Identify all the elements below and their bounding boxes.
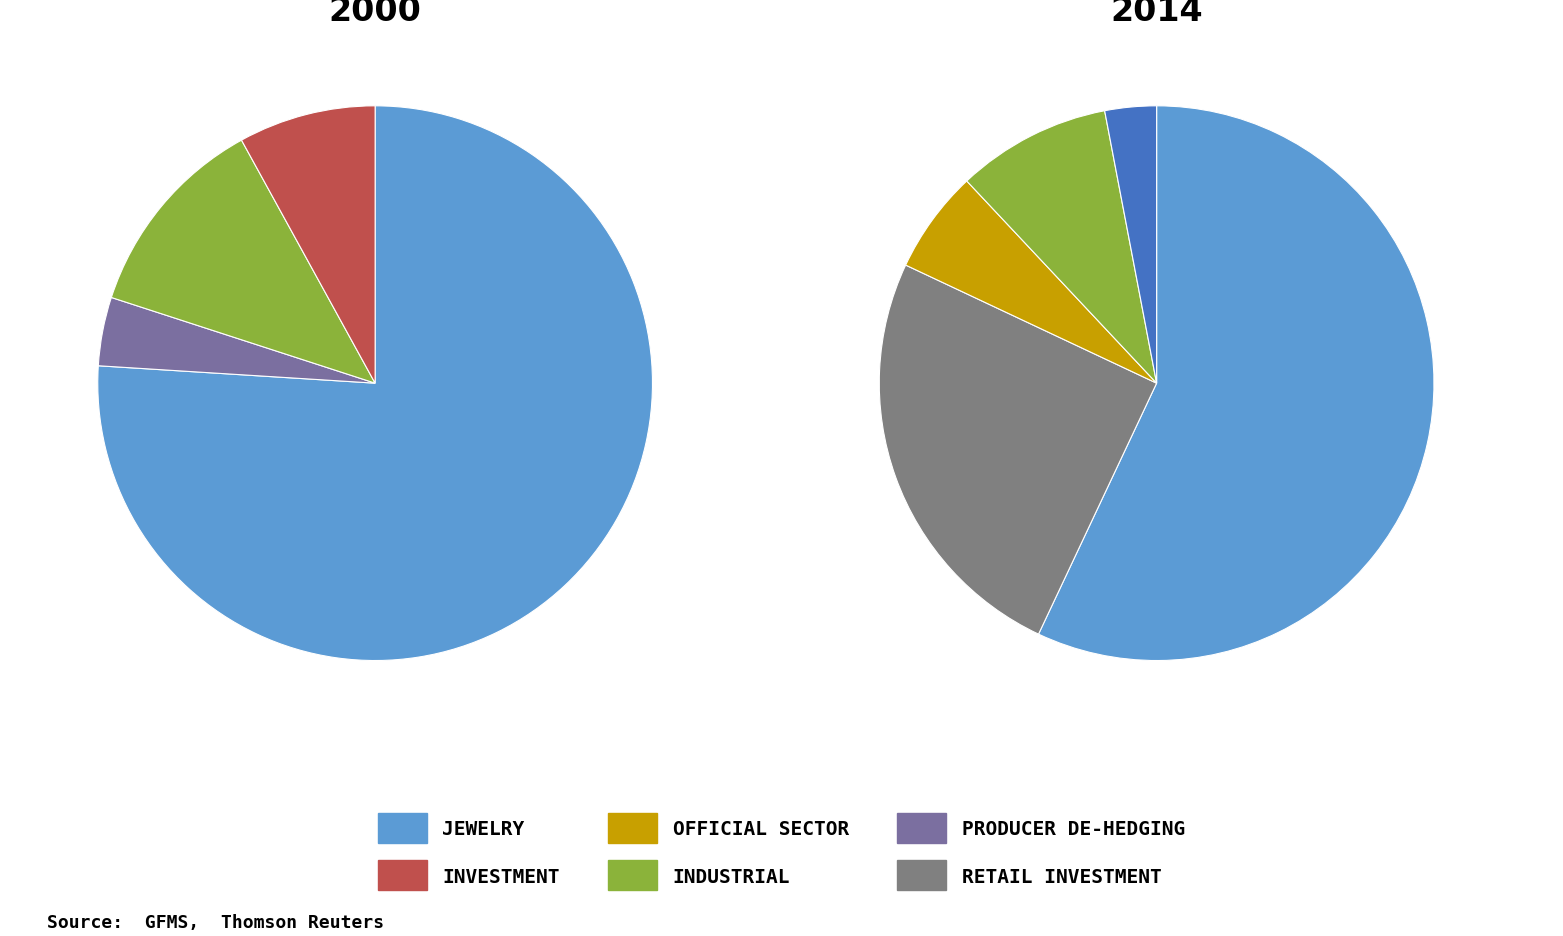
Legend: JEWELRY, INVESTMENT, OFFICIAL SECTOR, INDUSTRIAL, PRODUCER DE-HEDGING, RETAIL IN: JEWELRY, INVESTMENT, OFFICIAL SECTOR, IN… (370, 805, 1193, 899)
Wedge shape (880, 266, 1157, 635)
Wedge shape (111, 141, 375, 384)
Wedge shape (905, 182, 1157, 384)
Title: 2014: 2014 (1110, 0, 1204, 28)
Wedge shape (98, 107, 652, 661)
Wedge shape (967, 111, 1157, 384)
Wedge shape (242, 107, 375, 384)
Wedge shape (1038, 107, 1433, 661)
Wedge shape (1105, 107, 1157, 384)
Wedge shape (98, 299, 375, 384)
Text: Source:  GFMS,  Thomson Reuters: Source: GFMS, Thomson Reuters (47, 914, 384, 931)
Title: 2000: 2000 (328, 0, 422, 28)
